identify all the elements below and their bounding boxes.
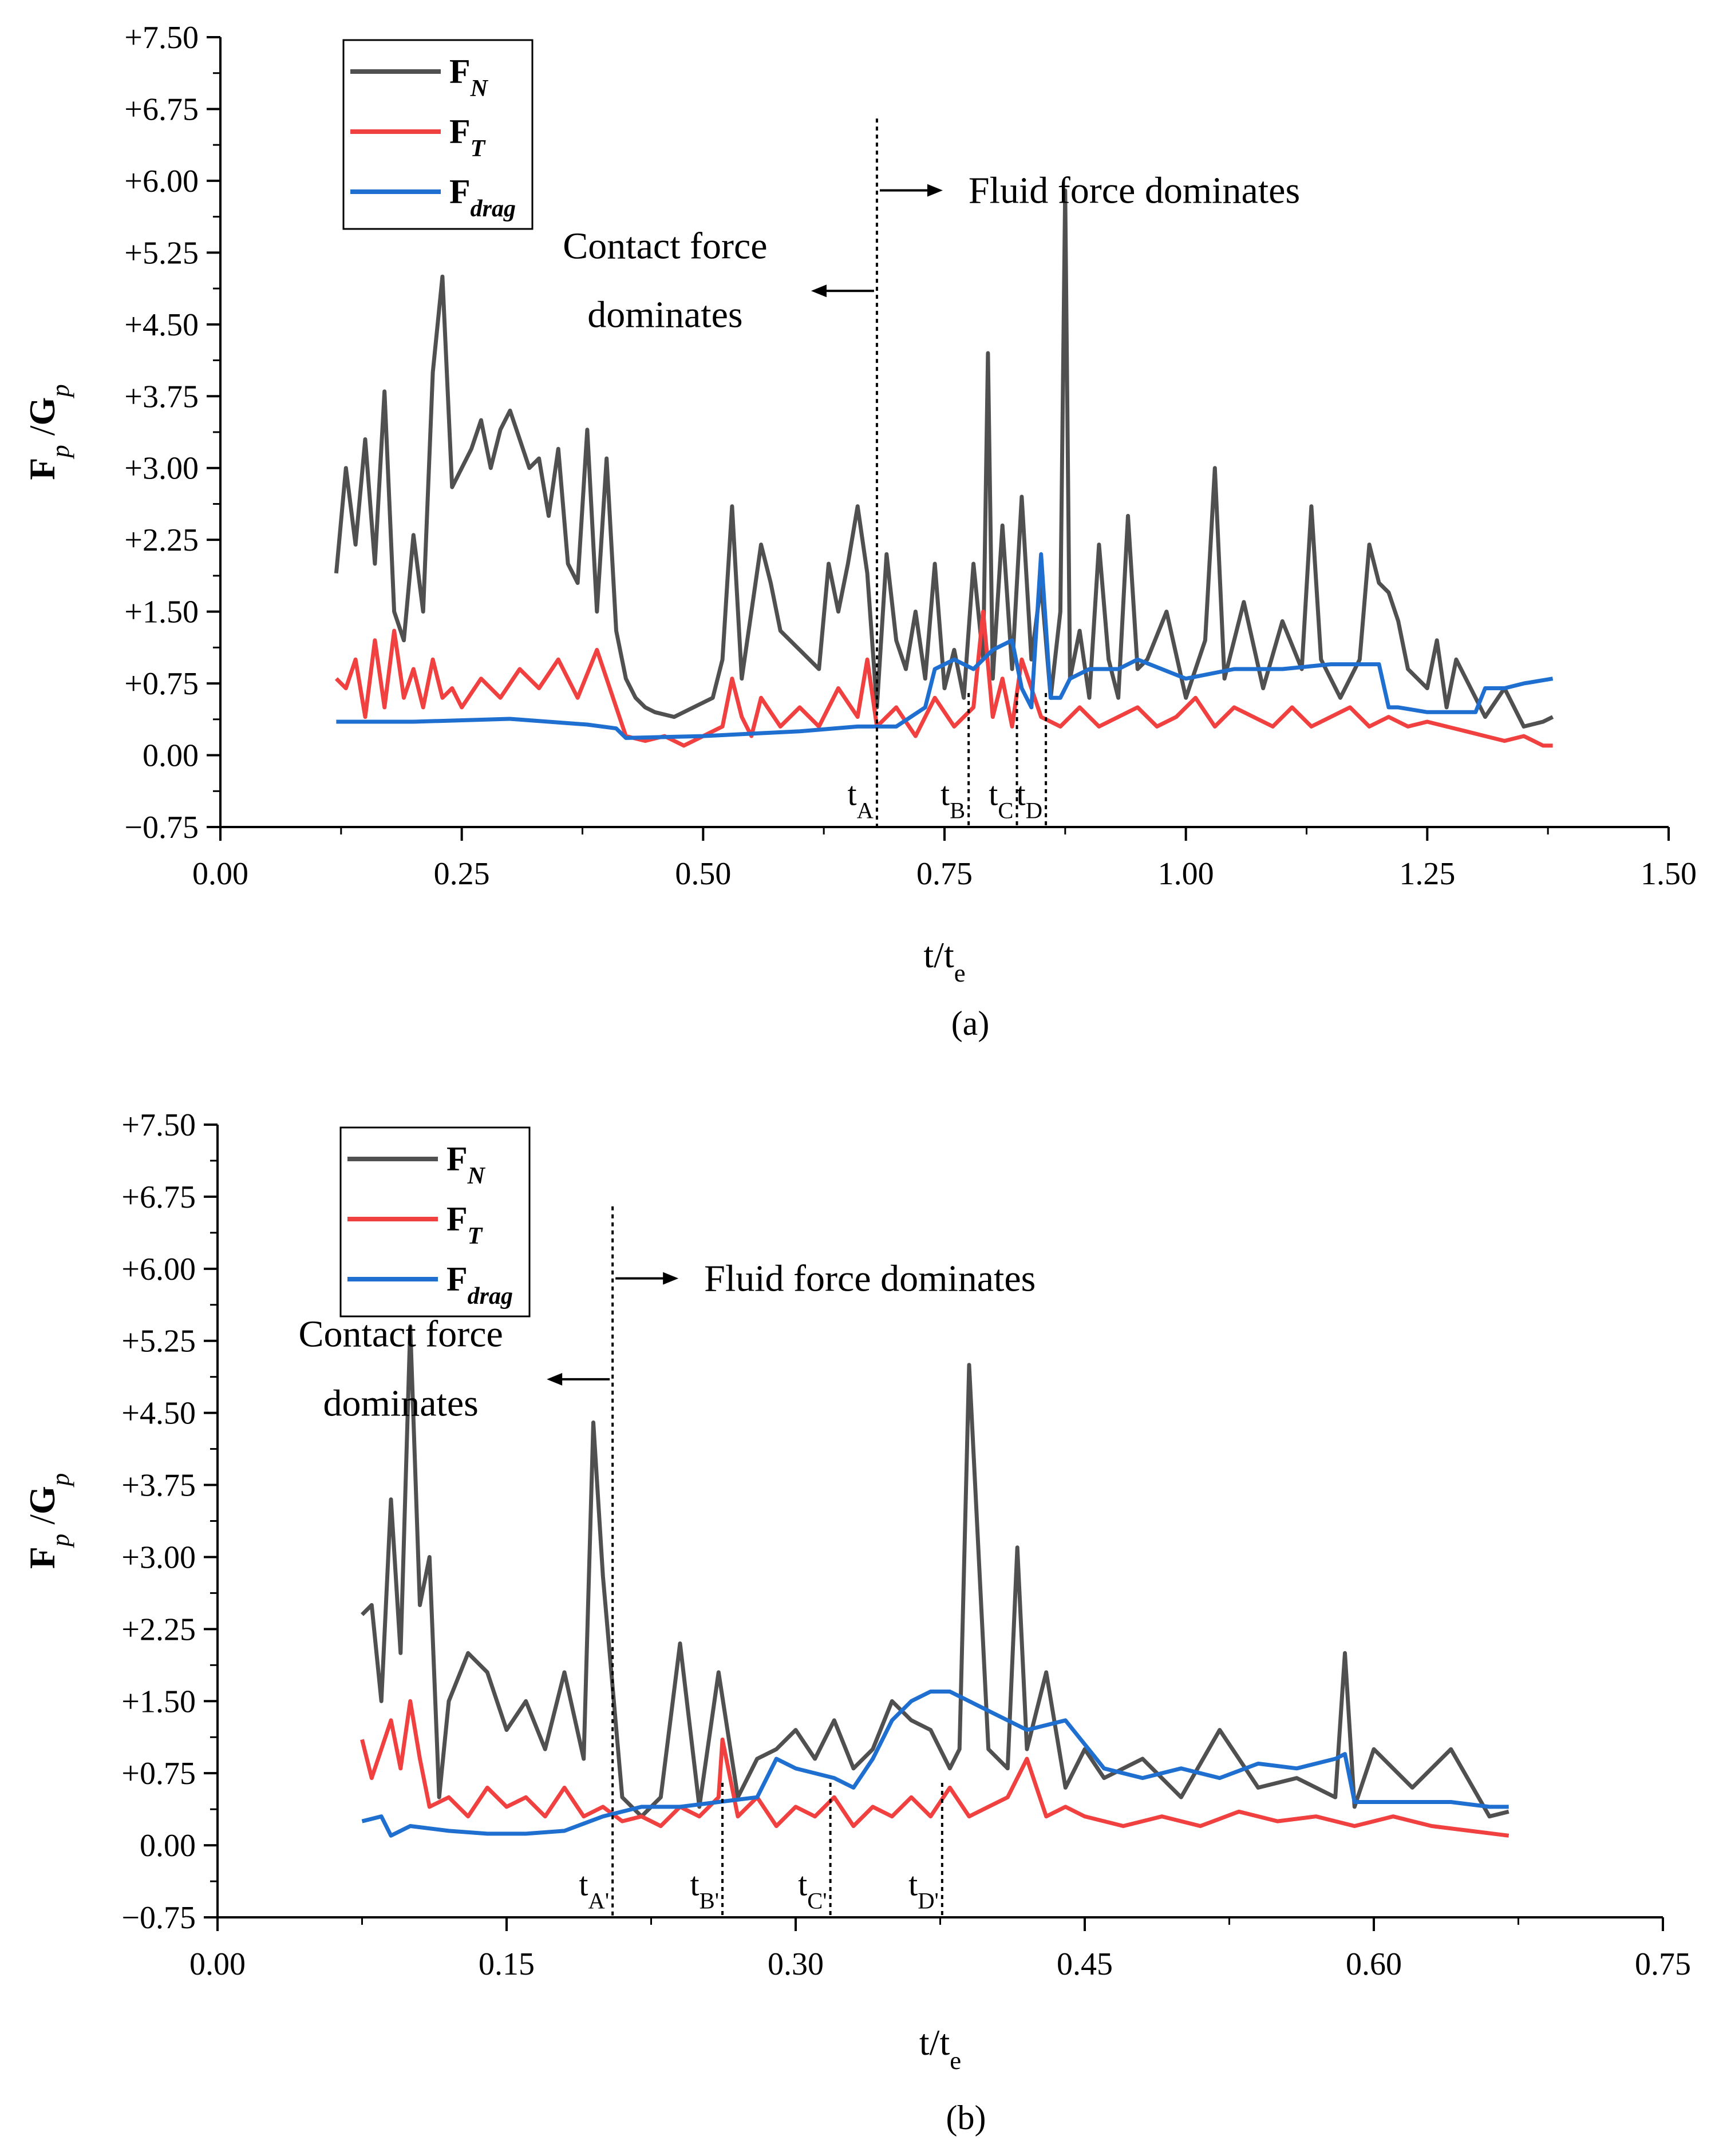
chart-panel-b: +7.50 +6.75 +6.00 +5.25 +4.50 +3.75 +3.00 +2.25…: [22, 1107, 1691, 2137]
time-marker-label: tD': [908, 1865, 939, 1913]
series-line-f-drag: [361, 1690, 1509, 1838]
y-tick-label: +7.50: [124, 20, 199, 56]
y-tick-label: +2.25: [121, 1612, 196, 1647]
x-tick-label: 0.50: [675, 856, 731, 892]
time-marker-label: tD: [1017, 776, 1042, 824]
x-tick-label: 0.00: [189, 1947, 246, 1982]
time-marker-label: tC': [798, 1865, 827, 1913]
legend-label: Fdrag: [446, 1260, 513, 1310]
y-tick-label: +7.50: [121, 1107, 196, 1143]
x-tick-label: 0.25: [434, 856, 490, 892]
time-marker-label: tB: [940, 776, 965, 824]
time-marker-label: tB': [690, 1865, 720, 1913]
panel-caption: (a): [951, 1004, 990, 1042]
y-tick-label: +0.75: [124, 666, 199, 702]
chart-panel-a: +7.50 +6.75 +6.00 +5.25 +4.50 +3.75 +3.00 +2.25…: [22, 20, 1697, 1042]
fluid-dominates-label: Fluid force dominates: [704, 1258, 1036, 1300]
x-axis-title: t/te: [919, 2022, 961, 2075]
y-axis-title: Fp /Gp: [22, 1473, 74, 1569]
time-marker-label: tC: [989, 776, 1013, 824]
x-tick-label: 0.15: [479, 1947, 535, 1982]
y-tick-label: +5.25: [121, 1324, 196, 1359]
legend-label: FN: [449, 53, 489, 102]
legend-label: Fdrag: [449, 173, 516, 222]
y-tick-label: +3.75: [124, 379, 199, 414]
x-axis-title: t/te: [923, 935, 965, 987]
fluid-arrow-head: [663, 1272, 679, 1285]
fluid-dominates-label: Fluid force dominates: [969, 170, 1300, 212]
time-marker-label: tA: [847, 776, 873, 824]
x-tick-label: 0.60: [1346, 1947, 1402, 1982]
y-tick-label: +1.50: [124, 595, 199, 630]
y-tick-label: 0.00: [143, 738, 199, 774]
x-tick-label: 0.75: [1635, 1947, 1691, 1982]
contact-dominates-label-line1: Contact force: [299, 1314, 503, 1355]
y-tick-label: 0.00: [140, 1828, 196, 1864]
series-line-f-n: [334, 188, 1554, 729]
y-tick-label: +4.50: [124, 307, 199, 343]
contact-arrow-head: [811, 284, 827, 298]
y-tick-label: −0.75: [121, 1900, 196, 1936]
series-line-f-n: [361, 1324, 1509, 1819]
y-tick-label: +6.75: [124, 92, 199, 127]
time-marker-label: tA': [579, 1865, 609, 1913]
contact-arrow-head: [547, 1372, 563, 1386]
y-tick-label: +6.75: [121, 1180, 196, 1215]
y-tick-label: +0.75: [121, 1756, 196, 1791]
fluid-arrow-head: [927, 184, 943, 197]
x-tick-label: 1.00: [1158, 856, 1214, 892]
legend-label: FT: [446, 1200, 484, 1249]
series-line-f-t: [334, 610, 1553, 748]
y-tick-label: +1.50: [121, 1684, 196, 1719]
x-tick-label: 1.50: [1641, 856, 1697, 892]
legend-label: FT: [449, 113, 487, 162]
y-tick-label: +3.00: [121, 1540, 196, 1575]
x-tick-label: 1.25: [1399, 856, 1455, 892]
legend-label: FN: [446, 1140, 486, 1189]
y-tick-label: +3.00: [124, 451, 199, 486]
series-line-f-drag: [336, 552, 1554, 740]
x-tick-label: 0.75: [916, 856, 973, 892]
x-tick-label: 0.30: [768, 1947, 824, 1982]
y-tick-label: +2.25: [124, 523, 199, 558]
x-tick-label: 0.00: [192, 856, 248, 892]
y-tick-label: +3.75: [121, 1468, 196, 1504]
panel-caption: (b): [946, 2099, 986, 2137]
y-tick-label: +6.00: [124, 164, 199, 199]
y-tick-label: +4.50: [121, 1396, 196, 1431]
y-tick-label: +5.25: [124, 235, 199, 271]
y-axis-title: Fp /Gp: [22, 384, 74, 480]
x-tick-label: 0.45: [1057, 1947, 1113, 1982]
series-line-f-t: [360, 1699, 1509, 1838]
y-tick-label: +6.00: [121, 1252, 196, 1287]
contact-dominates-label-line2: dominates: [323, 1382, 479, 1424]
contact-dominates-label-line1: Contact force: [563, 225, 767, 267]
y-tick-label: −0.75: [124, 810, 199, 845]
contact-dominates-label-line2: dominates: [587, 294, 742, 336]
